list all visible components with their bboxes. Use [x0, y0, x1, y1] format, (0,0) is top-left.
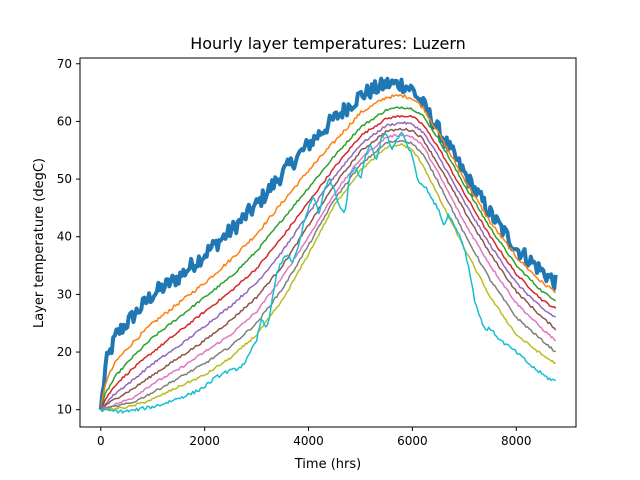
series-line-7 — [100, 133, 557, 411]
axes-frame — [79, 57, 577, 428]
x-tick-label: 4000 — [293, 434, 324, 448]
series-line-8 — [100, 139, 556, 411]
chart-title: Hourly layer temperatures: Luzern — [190, 34, 466, 53]
series-line-2 — [100, 93, 556, 410]
series-line-9 — [100, 143, 556, 412]
series-line-6 — [100, 127, 557, 411]
y-tick-label: 60 — [57, 114, 72, 128]
x-tick-label: 8000 — [501, 434, 532, 448]
series-line-4 — [100, 114, 557, 411]
plot-area — [98, 76, 558, 414]
y-tick-label: 50 — [57, 172, 72, 186]
y-tick-label: 20 — [57, 345, 72, 359]
x-tick-label: 0 — [97, 434, 105, 448]
series-line-10 — [100, 131, 557, 414]
y-tick-label: 70 — [57, 57, 72, 71]
series-line-1 — [98, 76, 558, 410]
x-axis-label: Time (hrs) — [294, 457, 361, 472]
series-line-3 — [100, 106, 557, 410]
axes: 0 2000 4000 6000 8000 10 20 30 40 50 60 70 — [57, 57, 577, 448]
y-tick-label: 10 — [57, 403, 72, 417]
series-line-5 — [100, 121, 557, 411]
y-tick-label: 30 — [57, 287, 72, 301]
y-tick-label: 40 — [57, 230, 72, 244]
y-axis-label: Layer temperature (degC) — [32, 158, 47, 328]
x-tick-label: 2000 — [189, 434, 220, 448]
x-tick-label: 6000 — [397, 434, 428, 448]
